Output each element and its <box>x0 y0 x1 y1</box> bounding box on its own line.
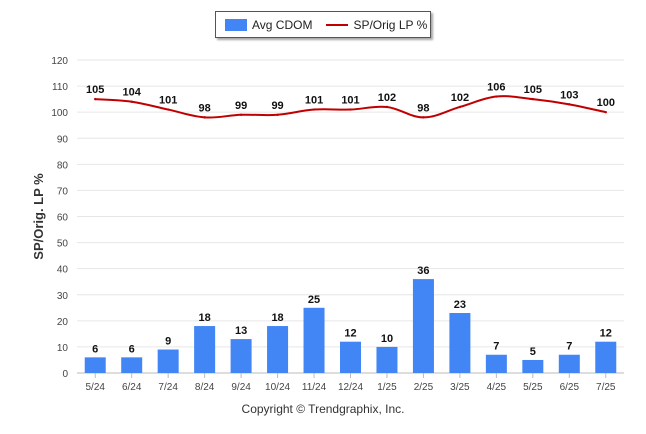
line-value-label: 101 <box>341 95 359 107</box>
x-tick-label: 11/24 <box>302 382 327 393</box>
bar <box>121 357 143 373</box>
legend-label-line: SP/Orig LP % <box>353 17 428 32</box>
line-value-label: 99 <box>235 100 247 112</box>
x-tick-label: 5/24 <box>85 382 105 393</box>
bar-value-label: 18 <box>199 312 211 324</box>
y-tick-label: 70 <box>57 186 69 197</box>
line-point <box>94 97 97 101</box>
line-value-label: 105 <box>524 84 542 96</box>
line-point <box>239 113 243 116</box>
bar <box>194 326 216 373</box>
y-tick-label: 90 <box>57 134 69 145</box>
line-value-label: 100 <box>597 97 615 109</box>
line-value-label: 99 <box>271 100 283 112</box>
bar <box>595 341 617 373</box>
bar-value-label: 23 <box>454 299 466 311</box>
legend: Avg CDOM SP/Orig LP % <box>215 11 431 38</box>
bar <box>157 349 179 373</box>
line-point <box>276 113 279 116</box>
line-point <box>130 100 133 103</box>
line-point <box>531 97 535 101</box>
x-tick-label: 9/24 <box>231 382 251 393</box>
legend-item-line: SP/Orig LP % <box>312 18 427 32</box>
x-tick-label: 5/25 <box>523 382 543 393</box>
bar <box>485 354 507 373</box>
y-tick-label: 10 <box>57 343 69 354</box>
bar-value-label: 5 <box>530 346 536 358</box>
bar-value-label: 36 <box>417 265 429 277</box>
bar-value-label: 25 <box>308 294 320 306</box>
y-tick-label: 0 <box>62 369 68 380</box>
line-value-label: 102 <box>378 92 396 104</box>
bar <box>522 359 544 373</box>
x-tick-label: 1/25 <box>377 382 397 393</box>
bar <box>376 346 398 373</box>
line-point <box>349 108 352 111</box>
bar-value-label: 12 <box>344 328 356 340</box>
x-tick-label: 7/24 <box>158 382 178 393</box>
line-value-label: 98 <box>199 102 211 114</box>
line-point <box>203 116 206 119</box>
y-tick-label: 120 <box>51 56 68 67</box>
line-value-label: 104 <box>123 87 142 99</box>
copyright-text: Copyright © Trendgraphix, Inc. <box>241 402 405 416</box>
line-point <box>495 95 498 98</box>
legend-swatch-bars <box>225 18 247 31</box>
bar <box>340 341 361 373</box>
legend-label-bars: Avg CDOM <box>252 17 313 32</box>
x-tick-label: 10/24 <box>265 382 290 393</box>
line-value-label: 102 <box>451 92 469 104</box>
y-tick-label: 110 <box>52 82 68 93</box>
line-value-label: 105 <box>86 84 104 96</box>
bar-value-label: 7 <box>493 341 499 353</box>
bar <box>412 279 434 373</box>
line-point <box>604 110 607 114</box>
x-tick-label: 8/24 <box>195 382 215 393</box>
line-point <box>166 108 170 111</box>
y-tick-label: 100 <box>51 108 68 119</box>
bar-value-label: 6 <box>129 343 135 355</box>
line-value-label: 106 <box>487 82 505 94</box>
line-point <box>568 103 571 106</box>
y-tick-label: 80 <box>57 160 69 171</box>
line-value-label: 101 <box>305 95 323 107</box>
y-tick-label: 30 <box>57 291 69 302</box>
x-tick-label: 12/24 <box>338 382 363 393</box>
legend-item-bars: Avg CDOM <box>216 18 312 32</box>
y-tick-label: 50 <box>57 239 69 250</box>
bar-value-label: 12 <box>600 328 612 340</box>
x-tick-label: 4/25 <box>487 382 507 393</box>
bar <box>84 357 106 373</box>
bar <box>303 307 325 373</box>
bar-value-label: 7 <box>566 341 572 353</box>
x-tick-label: 6/24 <box>122 382 142 393</box>
line-point <box>312 108 316 111</box>
bar <box>558 354 580 373</box>
bar-value-label: 18 <box>271 312 283 324</box>
bar <box>230 339 252 373</box>
x-tick-label: 3/25 <box>450 382 470 393</box>
line-value-label: 103 <box>560 89 578 101</box>
y-tick-label: 40 <box>57 265 69 276</box>
bar <box>267 326 289 373</box>
bar <box>449 313 471 373</box>
x-tick-label: 7/25 <box>596 382 616 393</box>
bar-value-label: 10 <box>381 333 393 345</box>
bar-value-label: 9 <box>165 336 171 348</box>
bar-value-label: 13 <box>235 325 247 337</box>
line-value-label: 98 <box>417 102 429 114</box>
y-axis-title: SP/Orig. LP % <box>31 173 46 260</box>
line-point <box>422 116 425 119</box>
line-point <box>385 105 389 109</box>
x-tick-label: 2/25 <box>414 382 434 393</box>
y-tick-label: 20 <box>57 317 69 328</box>
y-tick-label: 60 <box>57 213 69 224</box>
legend-swatch-line <box>326 23 349 26</box>
bar-value-label: 6 <box>92 343 98 355</box>
x-tick-label: 6/25 <box>560 382 580 393</box>
line-value-label: 101 <box>159 95 177 107</box>
line-point <box>458 105 462 109</box>
